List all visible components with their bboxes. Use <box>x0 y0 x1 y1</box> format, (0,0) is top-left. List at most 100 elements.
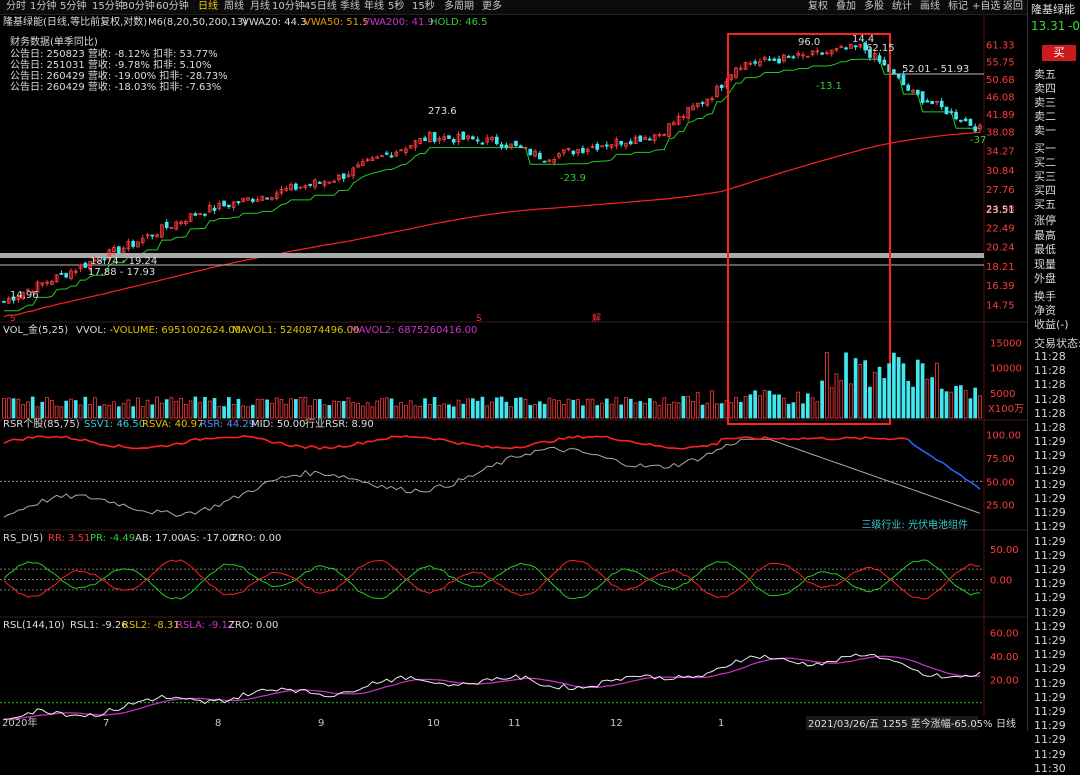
timeframe-tab-3[interactable]: 15分钟 <box>92 1 125 12</box>
timeframe-tab-14[interactable]: 15秒 <box>412 1 435 12</box>
buy-button[interactable]: 买 <box>1042 45 1076 61</box>
candle-body-130 <box>624 142 628 147</box>
candle-body-45 <box>217 202 222 209</box>
vol-bar-46 <box>222 406 226 419</box>
timeframe-tab-16[interactable]: 更多 <box>482 1 502 12</box>
toolbar-right-item-5[interactable]: 标记 <box>948 1 968 12</box>
timeframe-tab-7[interactable]: 周线 <box>224 1 244 12</box>
timeframe-tab-1[interactable]: 1分钟 <box>30 1 57 12</box>
trade-time-14: 11:29 <box>1034 548 1066 562</box>
quote-label-0: 卖五 <box>1034 68 1056 81</box>
vol-bar-130 <box>624 397 628 419</box>
vol-bar-142 <box>681 396 686 419</box>
vol-bar-202 <box>968 398 973 419</box>
candle-body-177 <box>848 43 853 49</box>
price-annotation-3: 273.6 <box>428 106 457 117</box>
timeframe-tab-13[interactable]: 5秒 <box>388 1 405 12</box>
vol-bar-132 <box>633 402 638 419</box>
candle-body-155 <box>743 61 748 70</box>
rsd-title: RS_D(5) <box>3 533 43 544</box>
trade-time-29: 11:30 <box>1034 761 1066 775</box>
candle-body-148 <box>710 98 714 101</box>
toolbar-right-item-0[interactable]: 复权 <box>808 1 828 12</box>
trade-time-19: 11:29 <box>1034 619 1066 633</box>
timeframe-tab-5[interactable]: 60分钟 <box>156 1 189 12</box>
timeframe-tab-0[interactable]: 分时 <box>6 1 26 12</box>
candle-body-18 <box>88 261 92 270</box>
candle-body-133 <box>638 135 643 142</box>
candle-body-186 <box>892 69 896 74</box>
vol-bar-69 <box>332 400 336 419</box>
timeframe-tab-15[interactable]: 多周期 <box>444 1 474 12</box>
rsr-industry: 行业RSR: 8.90 <box>305 417 374 430</box>
candle-body-84 <box>404 148 408 153</box>
vol-bar-77 <box>370 406 375 419</box>
vol-bar-85 <box>408 400 413 419</box>
candle-body-29 <box>140 237 145 243</box>
vol-bar-121 <box>581 405 585 419</box>
candle-body-73 <box>351 167 356 177</box>
candle-body-171 <box>820 52 824 55</box>
vol-bar-27 <box>131 406 136 419</box>
candle-body-89 <box>427 132 432 143</box>
vol-bar-186 <box>892 352 896 419</box>
vol-bar-81 <box>389 398 394 419</box>
timeframe-tab-6[interactable]: 日线 <box>198 1 218 12</box>
vol-bar-139 <box>667 404 671 419</box>
toolbar-right-item-4[interactable]: 画线 <box>920 1 940 12</box>
rsr-mid: MID: 50.00 <box>251 419 305 430</box>
quote-label-15: 换手 <box>1034 290 1056 303</box>
price-change: -0 <box>1068 19 1080 33</box>
candle-body-182 <box>872 52 877 60</box>
vol-bar-82 <box>394 405 399 419</box>
vol-bar-143 <box>686 396 690 419</box>
vol-bar-38 <box>183 403 188 419</box>
candle-body-190 <box>911 89 915 93</box>
vol-bar-28 <box>136 397 140 419</box>
vol-bar-40 <box>193 396 198 419</box>
candle-body-143 <box>686 107 690 119</box>
toolbar-right-item-6[interactable]: +自选 <box>972 1 1001 12</box>
candle-body-22 <box>107 249 112 260</box>
candle-body-11 <box>54 274 59 283</box>
vol-bar-166 <box>796 391 801 419</box>
candle-body-178 <box>853 45 858 48</box>
vol-bar-102 <box>490 401 494 419</box>
timeframe-tab-11[interactable]: 季线 <box>340 1 360 12</box>
timeframe-tab-2[interactable]: 5分钟 <box>60 1 87 12</box>
toolbar-right-item-1[interactable]: 叠加 <box>836 1 856 12</box>
vol-bar-9 <box>45 397 49 419</box>
rsd-as: AS: -17.00 <box>183 533 235 544</box>
vol-bar-93 <box>447 404 451 419</box>
vol-bar-177 <box>848 383 853 419</box>
toolbar-right-item-3[interactable]: 统计 <box>892 1 912 12</box>
candle-body-23 <box>112 247 116 253</box>
vol-bar-12 <box>59 406 64 419</box>
toolbar-right-item-7[interactable]: 返回 <box>1003 1 1023 12</box>
timeframe-tab-8[interactable]: 月线 <box>250 1 270 12</box>
candle-body-127 <box>609 144 614 148</box>
rsr-title: RSR个股(85,75) <box>3 418 80 430</box>
quote-label-16: 净资 <box>1034 304 1056 317</box>
timeframe-tab-12[interactable]: 年线 <box>364 1 384 12</box>
vol-bar-189 <box>906 380 911 419</box>
rsr-tick-0: 100.00 <box>986 431 1021 442</box>
vol-bar-194 <box>930 377 934 419</box>
level-band <box>0 253 984 258</box>
candle-body-166 <box>796 52 801 56</box>
timeframe-tab-10[interactable]: 45日线 <box>304 1 337 12</box>
candle-body-122 <box>585 148 590 153</box>
vol-bar-160 <box>767 390 772 419</box>
candle-body-86 <box>413 140 418 148</box>
timeframe-tab-9[interactable]: 10分钟 <box>272 1 305 12</box>
toolbar-right-item-2[interactable]: 多股 <box>864 1 884 12</box>
vol-bar-58 <box>279 399 284 419</box>
m6-label: M6(8,20,50,200,13) <box>148 17 247 28</box>
candle-body-24 <box>116 246 121 254</box>
vol-bar-111 <box>533 404 537 419</box>
vol-bar-7 <box>35 406 40 419</box>
timeframe-tab-4[interactable]: 30分钟 <box>122 1 155 12</box>
candle-body-175 <box>839 46 844 48</box>
candle-body-42 <box>203 213 207 216</box>
candle-body-13 <box>64 273 69 278</box>
